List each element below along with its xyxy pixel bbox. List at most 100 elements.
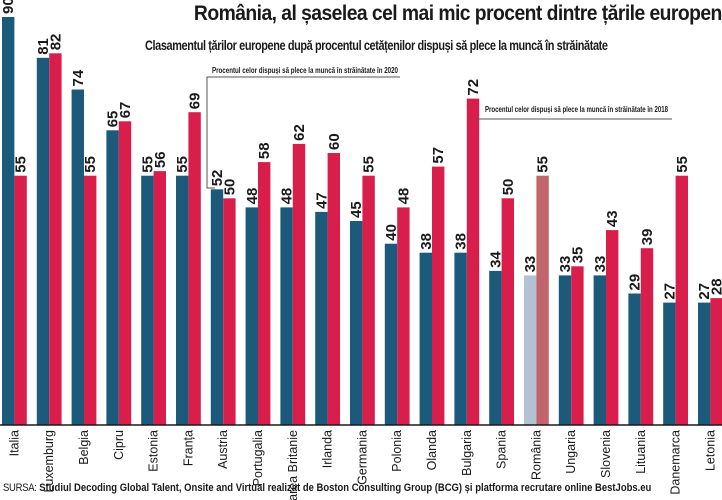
annotation-2020-leader-line <box>206 76 400 189</box>
value-label-2020-8: 48 <box>279 188 296 205</box>
value-label-2018-14: 50 <box>500 179 517 196</box>
value-label-2020-10: 45 <box>348 201 365 218</box>
source-note: SURSA: Studiul Decoding Global Talent, O… <box>3 482 651 494</box>
bar-2018-12 <box>432 166 445 425</box>
category-label-9: Irlanda <box>321 430 335 468</box>
bar-2020-17 <box>593 275 606 425</box>
value-label-2018-13: 72 <box>465 79 482 96</box>
category-label-20: Letonia <box>703 430 717 471</box>
source-text: Studiul Decoding Global Talent, Onsite a… <box>39 482 652 494</box>
value-label-2018-1: 82 <box>47 34 64 51</box>
bar-2018-11 <box>397 207 410 425</box>
value-label-2018-0: 55 <box>13 156 30 173</box>
annotation-2018: Procentul celor dispuși să plece la munc… <box>475 105 672 120</box>
bar-2020-12 <box>419 252 432 425</box>
bar-2018-2 <box>84 175 97 425</box>
category-label-13: Bulgaria <box>460 430 474 476</box>
bar-2020-13 <box>454 252 467 425</box>
value-label-2020-16: 33 <box>557 256 574 273</box>
value-label-2020-2: 74 <box>70 69 87 86</box>
category-label-14: Spania <box>495 430 509 469</box>
value-label-2018-17: 43 <box>604 210 621 227</box>
bar-2020-6 <box>210 189 224 425</box>
bar-2018-0 <box>14 175 27 425</box>
bar-2018-17 <box>606 230 619 425</box>
value-label-2020-20: 27 <box>696 283 713 300</box>
category-label-5: Franța <box>181 430 195 466</box>
category-label-6: Austria <box>216 430 230 469</box>
value-label-2020-12: 38 <box>418 233 435 250</box>
category-label-1: Luxemburg <box>42 430 56 493</box>
bar-2020-4 <box>141 175 154 425</box>
category-label-8: Marea Britanie <box>286 430 300 500</box>
bar-2018-18 <box>640 248 654 425</box>
bar-2018-19 <box>675 175 688 425</box>
bar-2018-7 <box>258 162 271 425</box>
category-label-4: Estonia <box>147 430 161 472</box>
bar-2018-10 <box>362 175 375 425</box>
bar-2018-13 <box>466 98 480 425</box>
value-label-2020-0: 90 <box>0 0 17 14</box>
value-label-2018-2: 55 <box>82 156 99 173</box>
bar-2018-16 <box>571 266 584 425</box>
value-label-2020-7: 48 <box>244 188 261 205</box>
value-label-2020-1: 81 <box>35 38 52 55</box>
category-label-18: Lituania <box>634 430 648 474</box>
annotation-2020: Procentul celor dispuși să plece la munc… <box>206 66 400 189</box>
value-label-2020-11: 40 <box>383 224 400 241</box>
value-label-2020-5: 55 <box>174 156 191 173</box>
value-label-2020-18: 29 <box>627 274 644 291</box>
bar-2020-8 <box>280 207 293 425</box>
value-label-2018-15: 55 <box>535 156 552 173</box>
bar-2020-7 <box>245 207 258 425</box>
value-label-2018-9: 60 <box>326 133 343 150</box>
bar-2018-8 <box>292 143 306 425</box>
annotation-2018-text: Procentul celor dispuși să plece la munc… <box>485 105 668 114</box>
value-label-2018-19: 55 <box>674 156 691 173</box>
bar-2020-3 <box>106 130 119 426</box>
value-label-2018-10: 55 <box>361 156 378 173</box>
bar-2020-19 <box>663 302 676 425</box>
category-label-19: Danemarca <box>669 430 683 495</box>
chart-title: România, al șaselea cel mai mic procent … <box>193 2 722 25</box>
value-label-2018-11: 48 <box>395 188 412 205</box>
value-label-2020-14: 34 <box>487 251 504 268</box>
category-label-0: Italia <box>7 430 21 456</box>
source-label: SURSA: <box>3 482 37 494</box>
category-label-12: Olanda <box>425 430 439 470</box>
category-label-3: Cipru <box>112 430 126 460</box>
value-label-2020-3: 65 <box>105 111 122 128</box>
value-label-2020-13: 38 <box>453 233 470 250</box>
category-label-15: România <box>529 430 543 480</box>
value-label-2018-12: 57 <box>430 147 447 164</box>
category-label-2: Belgia <box>77 430 91 465</box>
bar-2020-10 <box>350 221 363 425</box>
category-label-11: Polonia <box>390 430 404 472</box>
value-label-2020-4: 55 <box>139 156 156 173</box>
bar-2020-0 <box>2 17 15 425</box>
value-label-2018-18: 39 <box>639 229 656 246</box>
value-label-2018-4: 56 <box>152 151 169 168</box>
bar-2020-5 <box>176 175 189 425</box>
value-label-2020-15: 33 <box>522 256 539 273</box>
value-label-2018-6: 50 <box>221 179 238 196</box>
category-label-10: Germania <box>355 430 369 485</box>
bar-2018-9 <box>327 153 340 425</box>
bar-2020-9 <box>315 211 328 425</box>
value-label-2020-17: 33 <box>592 256 609 273</box>
bar-2018-6 <box>223 198 236 425</box>
bar-2018-5 <box>188 112 201 425</box>
bar-2018-20 <box>710 298 722 425</box>
value-label-2018-5: 69 <box>187 93 204 110</box>
bar-2020-15 <box>524 275 537 425</box>
bar-2018-15 <box>536 175 549 425</box>
value-label-2018-16: 35 <box>569 247 586 264</box>
bar-2020-16 <box>558 275 572 425</box>
chart-subtitle: Clasamentul țărilor europene după procen… <box>145 37 608 53</box>
bar-2020-14 <box>489 270 502 425</box>
bar-2020-11 <box>384 243 398 425</box>
value-label-2018-8: 62 <box>291 124 308 141</box>
category-labels-group: Italia Luxemburg Belgia Cipru Estonia Franța A… <box>7 430 717 500</box>
